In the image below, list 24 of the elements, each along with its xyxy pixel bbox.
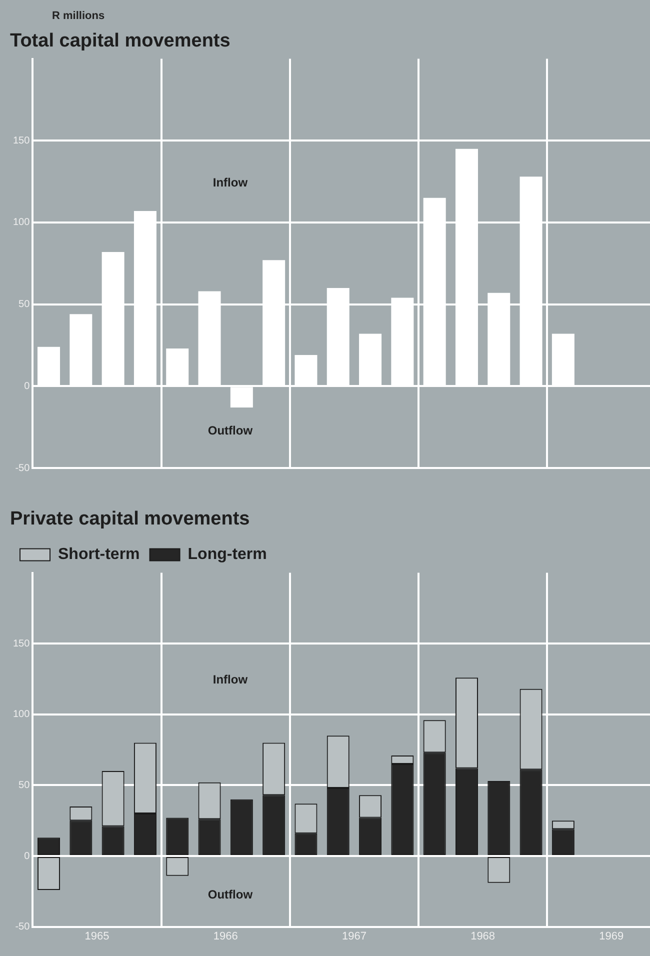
- y-tick-label: 50: [18, 780, 30, 791]
- x-tick-label: 1968: [470, 930, 496, 942]
- annotation: Outflow: [208, 887, 254, 902]
- y-tick-label: -50: [15, 462, 30, 474]
- chart-title: Total capital movements: [10, 30, 230, 52]
- y-tick-label: -50: [15, 922, 30, 933]
- x-tick-label: 1967: [342, 930, 366, 942]
- y-tick-label: 0: [24, 850, 30, 862]
- x-tick-label: 1965: [84, 930, 110, 942]
- annotation: Inflow: [212, 672, 248, 687]
- annotation: Inflow: [212, 176, 248, 190]
- y-axis-title: R millions: [52, 10, 105, 22]
- x-tick-label: 1966: [213, 930, 238, 942]
- y-tick-label: 100: [12, 709, 30, 720]
- y-tick-label: 150: [12, 638, 30, 650]
- legend-label: Short-term: [58, 546, 140, 564]
- y-tick-label: 100: [12, 217, 30, 228]
- y-tick-label: 150: [12, 135, 30, 146]
- chart-title: Private capital movements: [10, 508, 250, 530]
- annotation: Outflow: [208, 423, 254, 438]
- x-tick-label: 1969: [599, 930, 624, 942]
- y-tick-label: 50: [18, 299, 30, 310]
- legend-label: Long-term: [188, 546, 267, 564]
- y-tick-label: 0: [24, 380, 30, 392]
